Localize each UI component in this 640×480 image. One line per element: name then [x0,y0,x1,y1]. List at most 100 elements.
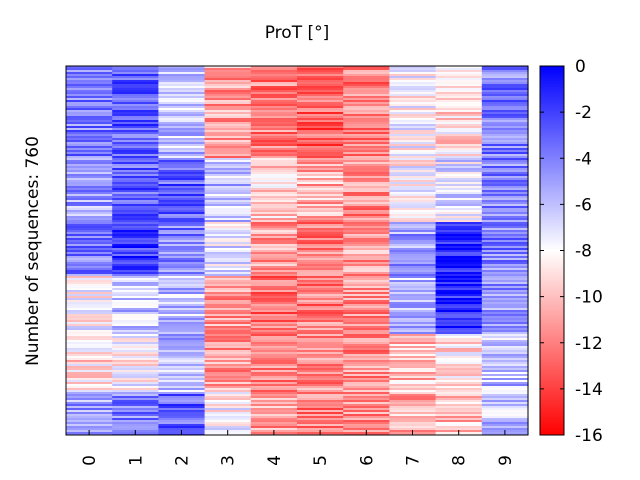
heatmap-cell [158,126,206,129]
heatmap-cell [66,206,113,209]
heatmap-cell [343,424,390,427]
heatmap-cell [389,342,437,345]
heatmap-cell [343,286,390,289]
heatmap-cell [481,170,529,173]
heatmap-cell [343,390,390,393]
heatmap-cell [112,298,159,301]
heatmap-cell [112,106,159,109]
heatmap-cell [481,364,529,367]
heatmap-cell [297,210,344,213]
heatmap-cell [66,270,113,273]
heatmap-cell [297,362,344,365]
heatmap-cell [297,366,344,369]
heatmap-cell [435,152,483,155]
heatmap-cell [66,94,113,97]
heatmap-cell [66,318,113,321]
heatmap-cell [66,292,113,295]
heatmap-cell [435,338,483,341]
heatmap-cell [435,128,483,131]
heatmap-cell [481,292,529,295]
heatmap-cell [481,120,529,123]
heatmap-cell [250,74,298,77]
heatmap-cell [158,234,206,237]
heatmap-cell [66,258,113,261]
heatmap-cell [250,104,298,107]
heatmap-cell [389,312,437,315]
heatmap-cell [204,172,252,175]
x-tick-label: 4 [265,455,285,466]
heatmap-cell [158,294,206,297]
heatmap-cell [250,284,298,287]
heatmap-cell [250,288,298,291]
heatmap-cell [343,320,390,323]
heatmap-cell [389,224,437,227]
heatmap-cell [158,310,206,313]
heatmap-cell [481,346,529,349]
heatmap-cell [250,420,298,423]
heatmap-cell [389,78,437,81]
heatmap-cell [250,174,298,177]
heatmap-cell [481,146,529,149]
heatmap-cell [66,364,113,367]
heatmap-cell [389,256,437,259]
heatmap-cell [389,160,437,163]
heatmap-cell [66,230,113,233]
heatmap-cell [66,262,113,265]
heatmap-cell [158,368,206,371]
heatmap-cell [250,412,298,415]
heatmap-cell [158,286,206,289]
heatmap-cell [435,284,483,287]
heatmap-cell [112,284,159,287]
colorbar-tick-label: 0 [575,57,586,77]
heatmap-cell [112,266,159,269]
heatmap-cell [481,188,529,191]
heatmap-cell [343,158,390,161]
heatmap-cell [389,140,437,143]
heatmap-cell [297,424,344,427]
heatmap-cell [297,346,344,349]
heatmap-cell [158,338,206,341]
heatmap-cell [66,362,113,365]
heatmap-cell [297,202,344,205]
heatmap-cell [435,370,483,373]
heatmap-cell [297,134,344,137]
heatmap-cell [250,140,298,143]
heatmap-cell [297,252,344,255]
heatmap-cell [435,320,483,323]
heatmap-cell [297,144,344,147]
heatmap-cell [250,132,298,135]
heatmap-cell [297,378,344,381]
heatmap-cell [204,154,252,157]
heatmap-cell [389,336,437,339]
heatmap-cell [158,404,206,407]
heatmap-cell [389,292,437,295]
heatmap-cell [250,286,298,289]
heatmap-cell [389,414,437,417]
heatmap-cell [343,188,390,191]
heatmap-cell [158,238,206,241]
heatmap-cell [389,114,437,117]
heatmap-cell [158,278,206,281]
heatmap-cell [343,304,390,307]
heatmap-cell [297,392,344,395]
heatmap-cell [297,214,344,217]
heatmap-cell [112,180,159,183]
heatmap-cell [297,170,344,173]
heatmap-cell [204,342,252,345]
heatmap-cell [158,102,206,105]
heatmap-cell [112,158,159,161]
heatmap-cell [435,362,483,365]
heatmap-cell [66,146,113,149]
heatmap-cell [389,96,437,99]
heatmap-cell [112,344,159,347]
heatmap-cell [297,150,344,153]
heatmap-cell [297,328,344,331]
heatmap-cell [343,176,390,179]
heatmap-cell [204,364,252,367]
heatmap-cell [204,82,252,85]
heatmap-cell [435,224,483,227]
heatmap-cell [250,376,298,379]
heatmap-cell [66,84,113,87]
heatmap-cell [481,422,529,425]
heatmap-cell [435,406,483,409]
